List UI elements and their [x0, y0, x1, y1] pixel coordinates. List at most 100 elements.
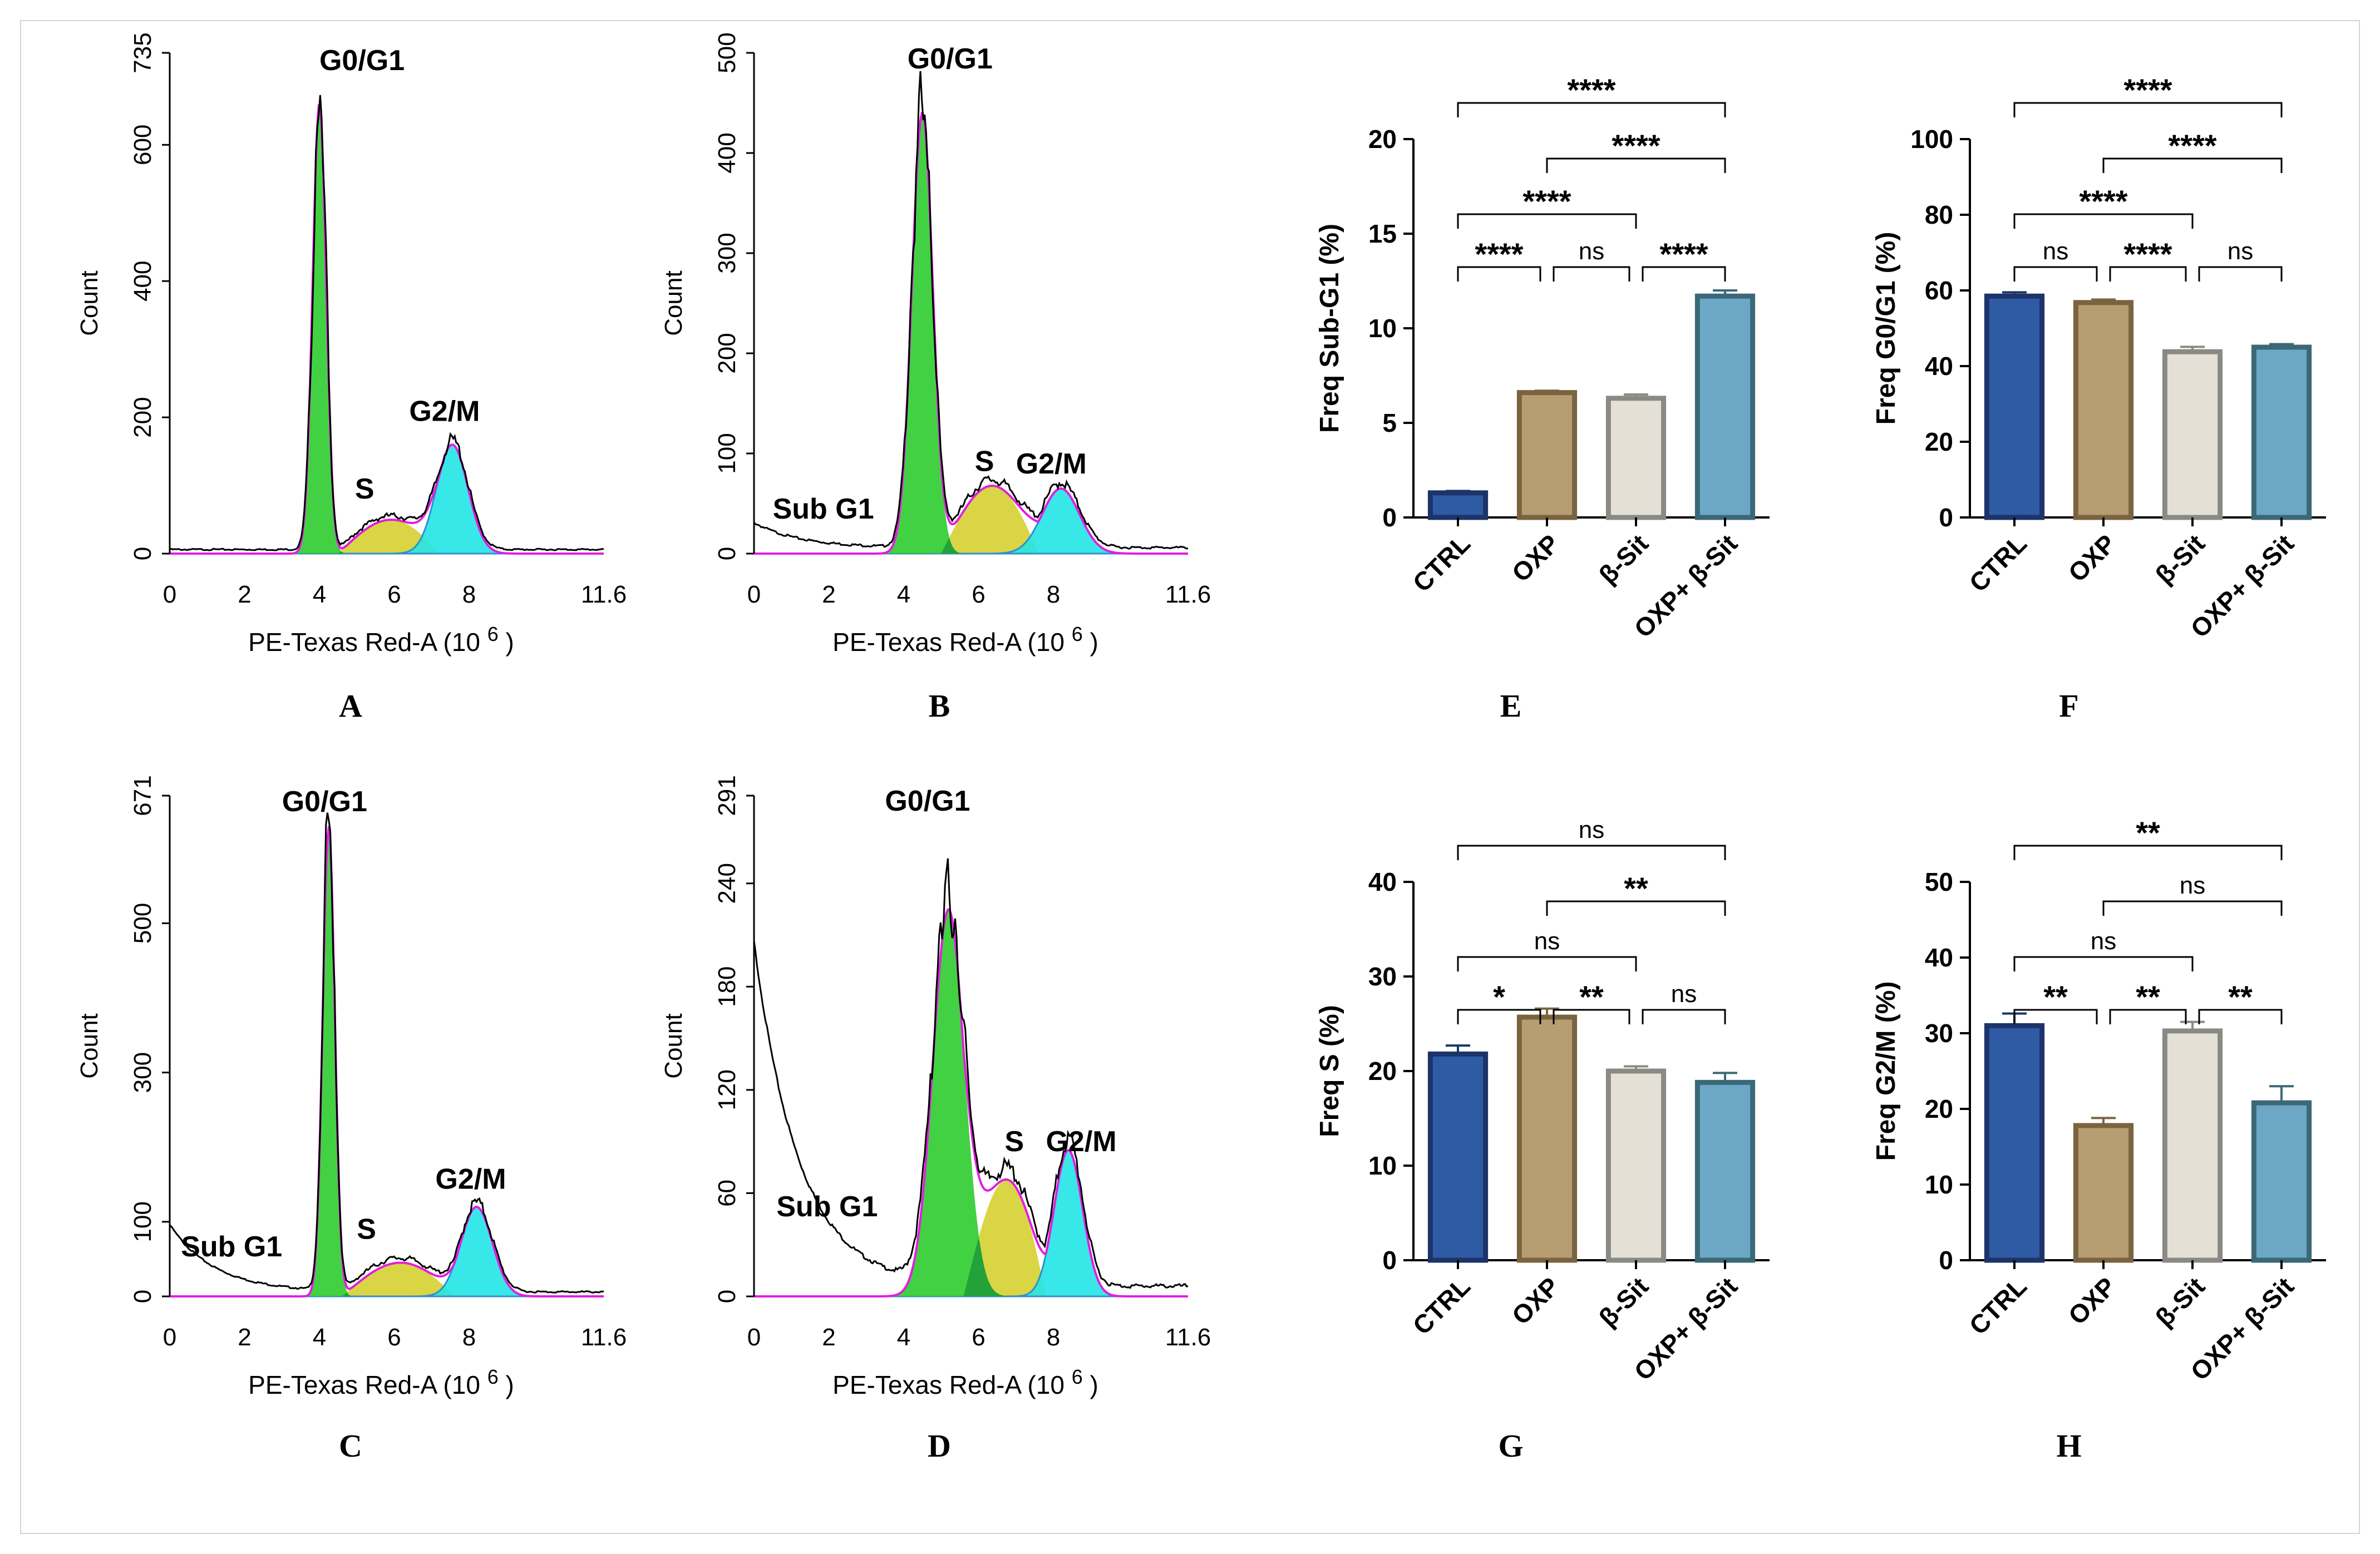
histogram-c-y-tick-label: 300	[129, 1052, 156, 1093]
histogram-c-svg: 0 100 300 500 671 0 2 4 6 8 11.6 Count PE-Texas Red-…	[76, 775, 627, 1399]
histogram-c-s-phase-area	[170, 1262, 604, 1296]
histogram-d-annotation-g2-m: G2/M	[1046, 1126, 1116, 1158]
bar-chart-h-bar-3	[2162, 1028, 2223, 1263]
histogram-a-annotation-s: S	[355, 473, 375, 505]
bar-chart-h-y-tick-label: 0	[1939, 1246, 1953, 1275]
bar-chart-h-y-tick-label: 20	[1925, 1094, 1953, 1123]
bar-chart-h-bar-1	[1984, 1023, 2045, 1263]
histogram-a-y-tick-label: 600	[129, 125, 156, 165]
bar-chart-g-bar-1	[1427, 1051, 1489, 1263]
bar-chart-h-category-label: OXP	[2063, 1271, 2121, 1330]
bar-chart-h-bar-2	[2073, 1123, 2134, 1263]
histogram-c-x-axis-label: PE-Texas Red-A (10 6 )	[248, 1365, 514, 1399]
histogram-d-x-axis-label: PE-Texas Red-A (10 6 )	[832, 1365, 1098, 1399]
bar-chart-h-significance-label: **	[2228, 979, 2253, 1014]
bar-chart-h-y-tick-label: 10	[1925, 1170, 1953, 1199]
histogram-d-x-tick-label: 0	[747, 1324, 761, 1351]
bar-chart-e-category-label: OXP	[1506, 529, 1565, 587]
bar-chart-g-significance-bracket	[1457, 956, 1637, 971]
bar-chart-e-bar-3	[1605, 396, 1667, 520]
histogram-c-x-tick-label: 0	[163, 1324, 176, 1351]
bar-chart-h-significance-label: ns	[2180, 872, 2205, 899]
bar-chart-g-y-tick-label: 0	[1382, 1246, 1397, 1275]
histogram-a-y-tick-label: 0	[129, 547, 156, 560]
bar-chart-f-significance-bracket	[2013, 213, 2194, 229]
histogram-panel-d: 0 60 120 180 240 291 0 2 4 6 8 11.6 Count PE-Texas Re…	[640, 775, 1224, 1433]
bar-chart-h-category-label: β-Sit	[2150, 1271, 2210, 1332]
histogram-d-data-line	[753, 858, 1189, 1289]
histogram-d-y-tick-label: 0	[713, 1290, 741, 1303]
histogram-d-g0g1-area	[754, 909, 1188, 1296]
bar-chart-h-y-axis-label: Freq G2/M (%)	[1871, 981, 1901, 1161]
histogram-d-y-axis-label: Count	[660, 1013, 687, 1078]
bar-chart-e-significance-bracket	[1553, 266, 1630, 282]
bar-chart-f-bar-3	[2162, 349, 2223, 520]
bar-chart-e-significance-bracket	[1457, 266, 1541, 282]
histogram-a-x-tick-label: 0	[163, 581, 176, 608]
bar-chart-g-category-label: CTRL	[1407, 1271, 1476, 1340]
bar-chart-h-significance-bracket	[2013, 845, 2283, 860]
bar-chart-g-significance-bracket	[1553, 1009, 1630, 1024]
bar-chart-e-significance-label: ****	[1567, 72, 1615, 107]
histogram-b-data-line	[753, 71, 1189, 550]
histogram-b-x-tick-label: 6	[972, 581, 985, 608]
histogram-d-x-tick-label: 8	[1047, 1324, 1060, 1351]
histogram-a-s-phase-area	[170, 520, 604, 554]
bar-chart-g-bar-3	[1605, 1068, 1667, 1263]
bar-chart-g-significance-label: *	[1493, 979, 1505, 1014]
bar-chart-e-significance-bracket	[1457, 102, 1726, 117]
histogram-c-data-line	[169, 812, 604, 1294]
bar-chart-e-significance-label: ns	[1579, 238, 1604, 265]
histogram-panel-a: 0 200 400 600 735 0 2 4 6 8 11.6 Count PE-Texas Red-…	[56, 32, 640, 690]
bar-chart-g-significance-bracket	[1642, 1009, 1726, 1024]
bar-chart-f-significance-label: ns	[2043, 238, 2068, 265]
panel-label-a: A	[339, 688, 362, 724]
histogram-d-x-tick-label: 2	[822, 1324, 835, 1351]
histogram-b-y-tick-label: 300	[713, 233, 741, 273]
bar-chart-f-significance-label: ****	[2123, 72, 2172, 107]
histogram-a-x-tick-label: 8	[462, 581, 476, 608]
bar-chart-f-bar-2	[2073, 300, 2134, 520]
histogram-c-annotation-g2-m: G2/M	[435, 1163, 506, 1196]
histogram-a-data-line	[169, 95, 604, 551]
histogram-b-annotation-sub-g1: Sub G1	[773, 493, 874, 525]
histogram-d-y-tick-label: 120	[713, 1069, 741, 1110]
bar-chart-h-significance-bracket	[2013, 956, 2194, 971]
histogram-b-x-tick-label: 8	[1047, 581, 1060, 608]
bar-chart-g-significance-label: **	[1624, 871, 1648, 906]
histogram-a-fit-curve	[170, 103, 604, 555]
bar-chart-f-significance-bracket	[2198, 266, 2283, 282]
bar-chart-f-significance-bracket	[2109, 266, 2187, 282]
histogram-a-y-tick-label: 735	[129, 32, 156, 73]
histogram-c-annotation-s: S	[357, 1213, 376, 1246]
histogram-c-y-tick-label: 500	[129, 903, 156, 944]
histogram-c-y-tick-label: 0	[129, 1290, 156, 1303]
bar-chart-g-y-tick-label: 20	[1368, 1057, 1397, 1086]
bar-chart-f-bar-4	[2251, 344, 2312, 520]
bar-chart-e-y-tick-label: 10	[1368, 314, 1397, 343]
histogram-b-y-tick-label: 400	[713, 132, 741, 173]
bar-chart-f-significance-bracket	[2013, 266, 2098, 282]
histogram-a-y-axis-label: Count	[76, 270, 103, 336]
panel-label-e: E	[1500, 688, 1522, 724]
bar-chart-g-significance-bracket	[1457, 1009, 1541, 1024]
histogram-c-x-tick-label: 2	[238, 1324, 251, 1351]
bar-chart-g-y-tick-label: 10	[1368, 1151, 1397, 1180]
bar-chart-e-significance-bracket	[1642, 266, 1726, 282]
bar-chart-e-y-tick-label: 20	[1368, 125, 1397, 154]
histogram-c-annotation-sub-g1: Sub G1	[181, 1231, 282, 1263]
histogram-a-svg: 0 200 400 600 735 0 2 4 6 8 11.6 Count PE-Texas Red-…	[76, 32, 627, 657]
bar-chart-h-significance-label: **	[2136, 979, 2160, 1014]
bar-chart-f-y-tick-label: 60	[1925, 276, 1953, 305]
bar-chart-e-y-axis-label: Freq Sub-G1 (%)	[1315, 224, 1344, 433]
histogram-d-overlap-area	[754, 1239, 1188, 1296]
histogram-a-x-tick-label: 11.6	[581, 581, 627, 608]
histogram-d-annotation-g0-g1: G0/G1	[885, 785, 970, 817]
bar-chart-h-y-tick-label: 30	[1925, 1019, 1953, 1048]
histogram-b-y-tick-label: 500	[713, 32, 741, 73]
bar-chart-e-y-tick-label: 15	[1368, 219, 1397, 248]
bar-chart-panel-e: 0 5 10 15 20 Freq Sub-G1 (%) CTRL OXP β-Sit OXP+ …	[1252, 33, 1809, 690]
histogram-b-g0g1-area	[754, 114, 1188, 554]
